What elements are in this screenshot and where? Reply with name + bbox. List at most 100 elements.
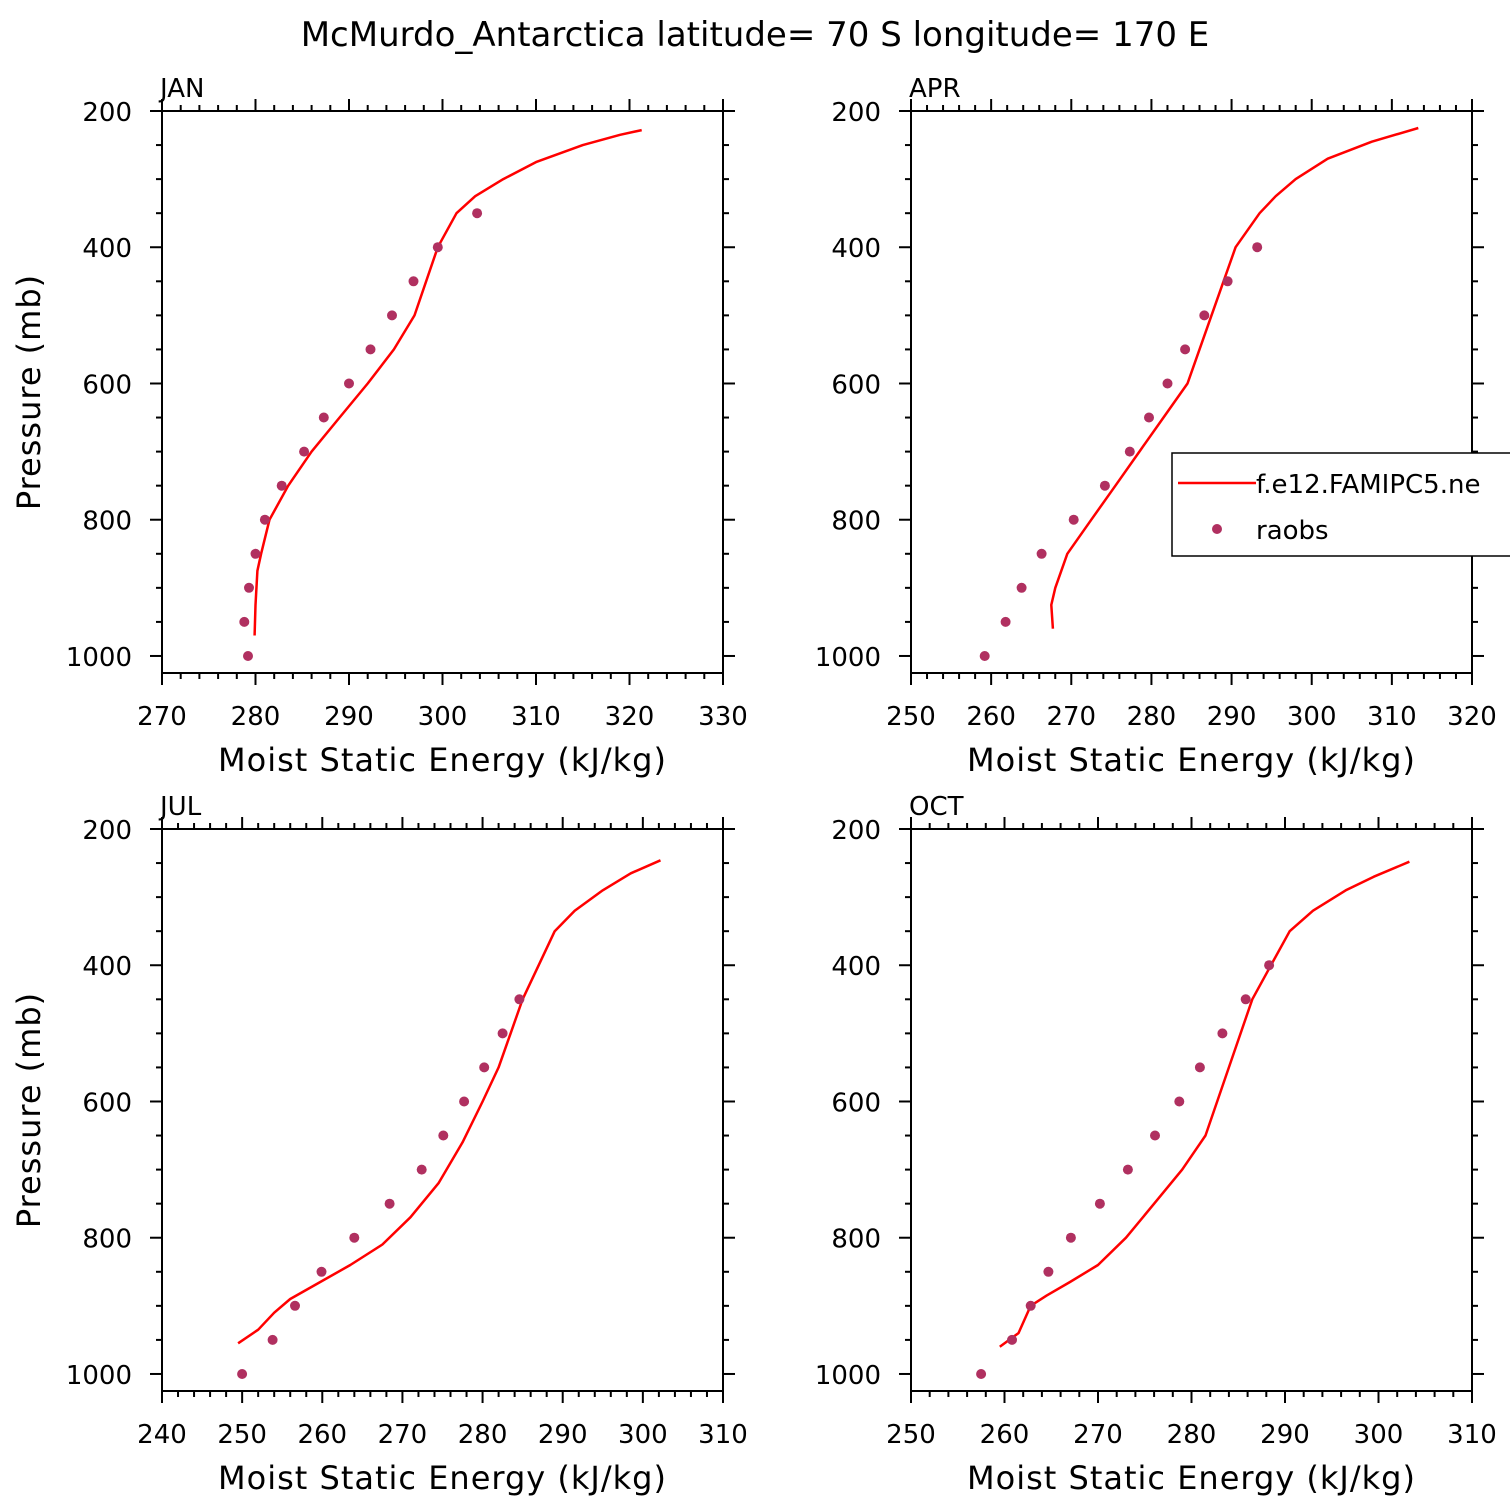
obs-point bbox=[1150, 1130, 1160, 1141]
obs-point bbox=[1094, 1198, 1105, 1209]
obs-point bbox=[384, 1198, 395, 1209]
panel-label: OCT bbox=[909, 792, 964, 822]
y-tick-label: 1000 bbox=[815, 643, 881, 673]
model-line bbox=[1050, 126, 1419, 629]
obs-point bbox=[1144, 412, 1154, 423]
x-tick-label: 300 bbox=[1354, 1420, 1404, 1450]
obs-point bbox=[408, 276, 419, 287]
obs-point bbox=[239, 616, 250, 627]
x-tick-label: 280 bbox=[1167, 1420, 1217, 1450]
y-tick-label: 400 bbox=[82, 952, 132, 982]
x-tick-label: 250 bbox=[886, 1420, 936, 1450]
figure-title: McMurdo_Antarctica latitude= 70 S longit… bbox=[301, 15, 1210, 55]
panel-oct: OCT 250 260 270 280 290 300 310 200 400 600 800 1000… bbox=[815, 792, 1497, 1497]
obs-point bbox=[1036, 548, 1047, 559]
x-tick-label: 300 bbox=[1287, 702, 1337, 732]
obs-point bbox=[299, 446, 310, 457]
obs-point bbox=[1199, 310, 1210, 321]
x-tick-label: 310 bbox=[1447, 1420, 1497, 1450]
obs-point bbox=[344, 378, 354, 389]
x-tick-label: 270 bbox=[1073, 1420, 1123, 1450]
obs-point bbox=[365, 344, 376, 355]
obs-point bbox=[1122, 1164, 1133, 1175]
y-tick-label: 600 bbox=[82, 1088, 132, 1118]
x-tick-label: 320 bbox=[605, 702, 655, 732]
obs-point bbox=[1124, 446, 1135, 457]
obs-point bbox=[479, 1062, 490, 1073]
x-tick-label: 260 bbox=[980, 1420, 1030, 1450]
y-axis-label: Pressure (mb) bbox=[10, 992, 48, 1228]
y-tick-label: 400 bbox=[82, 234, 132, 264]
obs-point bbox=[267, 1334, 278, 1345]
obs-point bbox=[1065, 1232, 1076, 1243]
x-tick-label: 310 bbox=[1367, 702, 1417, 732]
obs-point bbox=[1264, 960, 1275, 971]
y-tick-label: 800 bbox=[831, 507, 881, 537]
obs-point bbox=[318, 412, 329, 423]
panels: JAN 270 280 290 300 310 320 330 200 400 600 800 1000… bbox=[10, 74, 1497, 1497]
y-tick-label: 200 bbox=[831, 98, 881, 128]
legend-model-label: f.e12.FAMIPC5.ne bbox=[1256, 470, 1480, 500]
x-tick-label: 310 bbox=[698, 1420, 748, 1450]
plot-frame bbox=[161, 828, 724, 1392]
panel-label: APR bbox=[909, 74, 961, 104]
x-tick-label: 280 bbox=[231, 702, 281, 732]
obs-point bbox=[1194, 1062, 1205, 1073]
obs-point bbox=[1162, 378, 1173, 389]
x-tick-label: 310 bbox=[511, 702, 561, 732]
y-tick-label: 600 bbox=[831, 370, 881, 400]
model-line bbox=[253, 128, 642, 636]
panel-label: JAN bbox=[158, 74, 204, 104]
y-tick-label: 1000 bbox=[66, 1361, 132, 1391]
y-tick-label: 200 bbox=[831, 816, 881, 846]
x-tick-label: 290 bbox=[1207, 702, 1257, 732]
obs-point bbox=[1252, 242, 1263, 253]
x-tick-label: 290 bbox=[324, 702, 374, 732]
obs-point bbox=[438, 1130, 449, 1141]
x-tick-label: 300 bbox=[418, 702, 468, 732]
y-tick-label: 600 bbox=[831, 1088, 881, 1118]
obs-point bbox=[1068, 514, 1079, 525]
panel-jul: JUL 240 250 260 270 280 290 300 310 200 400 600 800 1… bbox=[10, 792, 748, 1497]
obs-point bbox=[1180, 344, 1191, 355]
model-line bbox=[999, 860, 1410, 1348]
obs-point bbox=[1174, 1096, 1185, 1107]
y-tick-label: 400 bbox=[831, 234, 881, 264]
obs-point bbox=[472, 208, 483, 219]
x-axis-label: Moist Static Energy (kJ/kg) bbox=[967, 1459, 1416, 1497]
obs-point bbox=[1016, 582, 1027, 593]
x-tick-label: 280 bbox=[1127, 702, 1177, 732]
obs-point bbox=[259, 514, 270, 525]
obs-point bbox=[1240, 994, 1251, 1005]
obs-point bbox=[243, 651, 253, 661]
y-tick-label: 1000 bbox=[815, 1361, 881, 1391]
x-tick-label: 280 bbox=[458, 1420, 508, 1450]
x-tick-label: 290 bbox=[538, 1420, 588, 1450]
y-tick-label: 600 bbox=[82, 370, 132, 400]
x-tick-label: 290 bbox=[1260, 1420, 1310, 1450]
x-tick-label: 270 bbox=[137, 702, 187, 732]
obs-point bbox=[316, 1266, 327, 1277]
obs-point bbox=[1007, 1334, 1017, 1345]
obs-point bbox=[1099, 480, 1110, 491]
y-tick-label: 1000 bbox=[66, 643, 132, 673]
y-tick-label: 200 bbox=[82, 816, 132, 846]
obs-point bbox=[276, 480, 287, 491]
x-tick-label: 320 bbox=[1447, 702, 1497, 732]
panel-label: JUL bbox=[158, 792, 202, 822]
x-axis-label: Moist Static Energy (kJ/kg) bbox=[967, 741, 1416, 779]
x-tick-label: 250 bbox=[217, 1420, 267, 1450]
legend-box bbox=[1171, 452, 1510, 557]
x-tick-label: 240 bbox=[137, 1420, 187, 1450]
y-axis-label: Pressure (mb) bbox=[10, 274, 48, 510]
x-tick-label: 250 bbox=[886, 702, 936, 732]
obs-point bbox=[976, 1369, 987, 1379]
x-tick-label: 270 bbox=[378, 1420, 428, 1450]
x-tick-label: 260 bbox=[297, 1420, 347, 1450]
obs-point bbox=[514, 994, 525, 1005]
x-axis-label: Moist Static Energy (kJ/kg) bbox=[218, 741, 667, 779]
obs-point bbox=[459, 1096, 470, 1107]
obs-point bbox=[290, 1300, 300, 1311]
panel-apr: APR 250 260 270 280 290 300 310 320 200 400 600 800 1… bbox=[815, 74, 1497, 779]
obs-point bbox=[237, 1369, 248, 1379]
